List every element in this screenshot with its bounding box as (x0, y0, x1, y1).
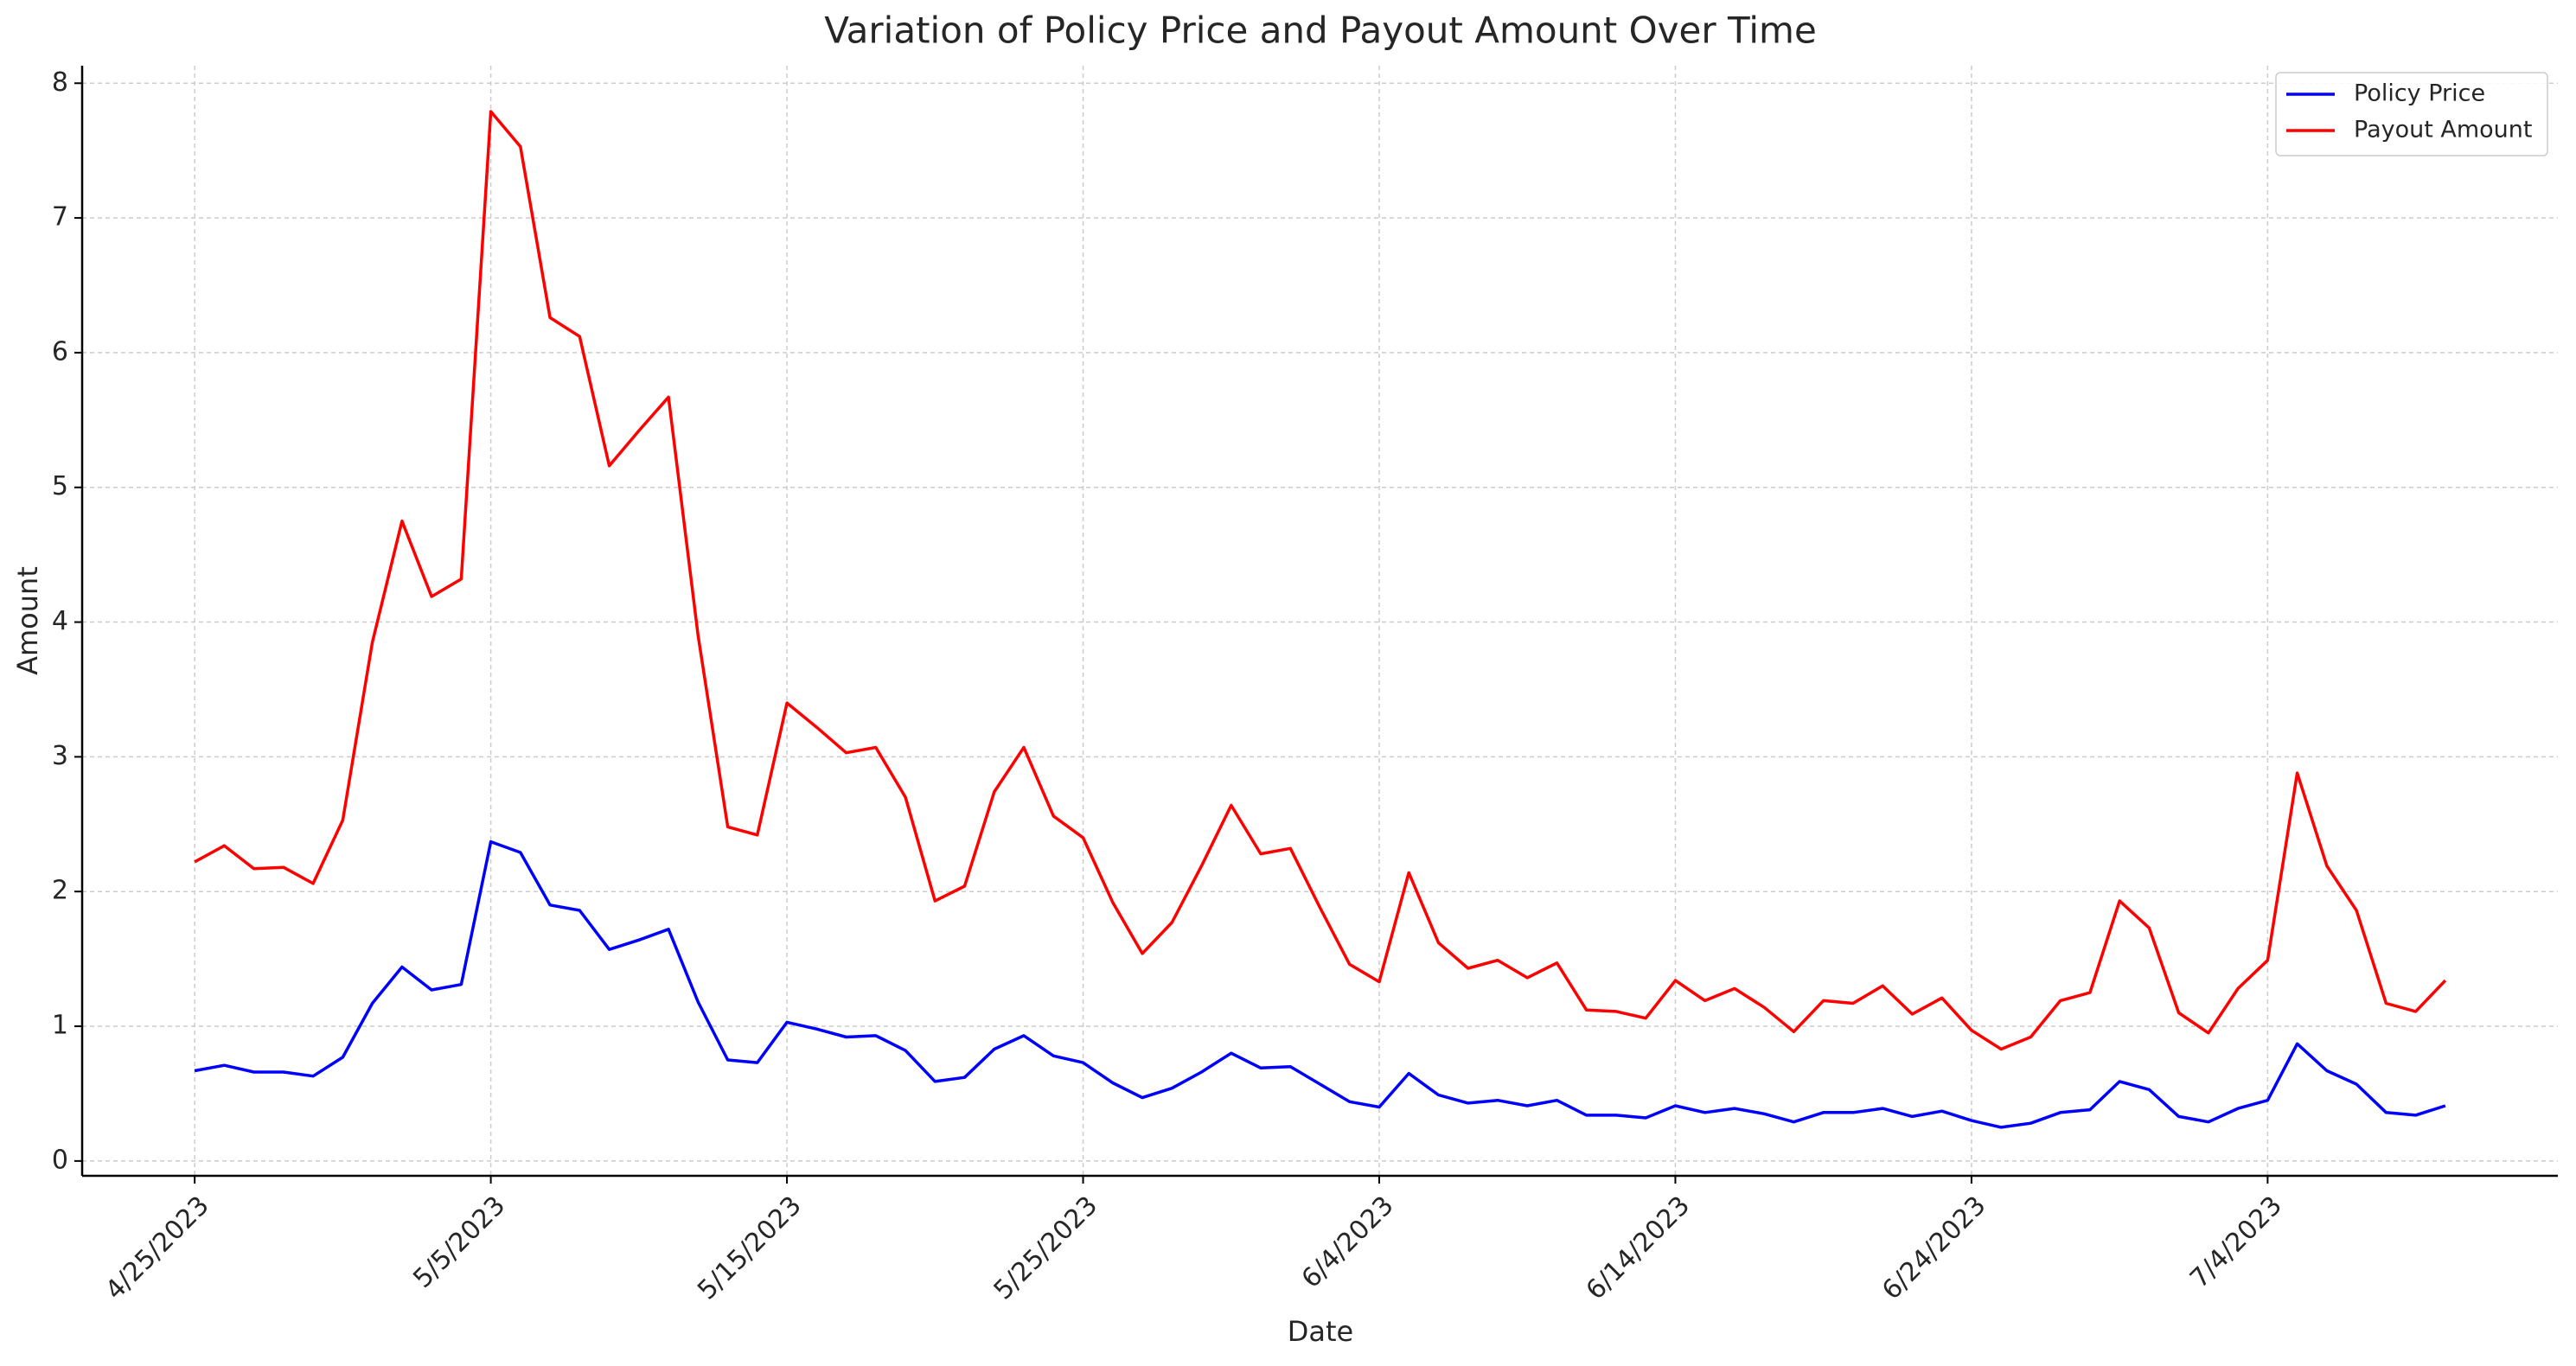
x-tick-label: 6/14/2023 (1581, 1190, 1697, 1306)
x-tick-label: 7/4/2023 (2184, 1190, 2288, 1294)
x-tick-label: 4/25/2023 (99, 1190, 215, 1306)
y-tick-label: 0 (52, 1145, 68, 1175)
y-tick-label: 6 (52, 336, 68, 367)
y-tick-label: 3 (52, 741, 68, 771)
y-tick-label: 4 (52, 606, 68, 636)
x-tick-label: 6/24/2023 (1876, 1190, 1992, 1306)
x-tick-label: 5/5/2023 (407, 1190, 511, 1294)
y-tick-label: 1 (52, 1011, 68, 1041)
legend: Policy Price Payout Amount (2275, 72, 2548, 156)
y-tick-label: 5 (52, 471, 68, 501)
x-tick-label: 5/15/2023 (692, 1190, 808, 1306)
data-line (194, 839, 2446, 1129)
y-axis-label: Amount (11, 566, 44, 675)
y-tick-label: 7 (52, 202, 68, 233)
y-tick-label: 8 (52, 67, 68, 98)
data-line (194, 110, 2447, 1051)
x-tick-label: 5/25/2023 (988, 1190, 1104, 1306)
legend-label: Payout Amount (2354, 117, 2533, 144)
legend-label: Policy Price (2354, 80, 2485, 107)
y-tick-label: 2 (52, 876, 68, 906)
x-axis-label: Date (1288, 1315, 1353, 1348)
legend-box (2275, 72, 2548, 156)
x-tick-label: 6/4/2023 (1296, 1190, 1400, 1294)
chart-title: Variation of Policy Price and Payout Amo… (824, 10, 1817, 52)
